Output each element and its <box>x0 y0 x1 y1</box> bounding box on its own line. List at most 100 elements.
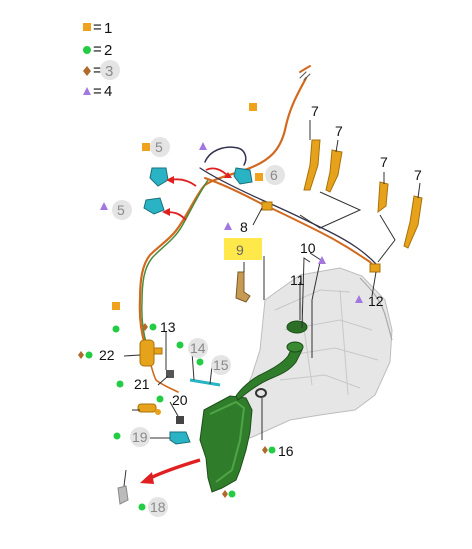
grey-badges <box>112 137 285 517</box>
callout-badge <box>188 338 208 358</box>
symbol-markers <box>78 103 363 511</box>
legend-eq: = <box>93 83 102 100</box>
callout-12: 12 <box>368 293 384 309</box>
pump-19 <box>169 431 191 445</box>
square-marker <box>255 173 263 181</box>
harness-branch-right <box>204 177 379 271</box>
pump-5-upper <box>149 167 169 187</box>
seal-ring <box>255 388 267 398</box>
pump-5-lower <box>143 197 165 215</box>
callout-9: 9 <box>236 242 244 258</box>
callout-15: 15 <box>213 357 229 373</box>
circle-marker <box>196 358 204 366</box>
arrow-red-large <box>145 458 201 482</box>
circle-marker <box>112 325 120 333</box>
filler-neck-top <box>286 341 304 353</box>
arrow-red-upper-head <box>166 176 174 184</box>
harness-green-wire <box>141 179 209 347</box>
harness-split-mark <box>299 71 311 81</box>
triangle-marker <box>224 222 232 230</box>
square-marker <box>249 103 257 111</box>
diamond-marker <box>222 490 228 498</box>
circle-marker <box>156 395 164 403</box>
arrow-red-right <box>205 167 229 177</box>
diamond-marker <box>262 446 268 454</box>
square-marker <box>112 302 120 310</box>
callout-14: 14 <box>190 340 206 356</box>
callout-20: 20 <box>172 392 188 408</box>
callout-5-upper: 5 <box>155 139 163 155</box>
arrow-red-large-head <box>140 472 154 484</box>
legend-triangle-icon <box>83 87 91 95</box>
callout-badge <box>211 355 231 375</box>
callout-8: 8 <box>240 219 248 235</box>
legend-diamond-icon <box>83 66 91 76</box>
hose-15 <box>189 378 221 387</box>
circle-marker <box>176 341 184 349</box>
callout-16: 16 <box>278 443 294 459</box>
legend-label-4: 4 <box>104 83 112 100</box>
callout-7b: 7 <box>335 123 343 139</box>
callout-11: 11 <box>290 272 305 288</box>
callout-badge <box>112 200 132 220</box>
callout-19: 19 <box>132 429 148 445</box>
body-panel-edge <box>359 277 393 341</box>
callout-badge <box>130 427 150 447</box>
callout-10: 10 <box>300 240 316 256</box>
pump-22-outlet <box>153 347 163 355</box>
sensor-21-tip <box>155 409 161 415</box>
part-9-bracket <box>235 271 251 303</box>
callout-21: 21 <box>134 376 150 392</box>
diamond-marker <box>142 323 148 331</box>
callout-numbers: 5 6 5 7 7 7 7 8 9 10 11 12 13 14 15 16 1… <box>99 103 422 515</box>
components <box>117 139 423 505</box>
callout-badge <box>150 137 170 157</box>
callout-7d: 7 <box>414 167 422 183</box>
harness-dark-wire <box>199 167 379 267</box>
flow-arrows <box>140 167 232 484</box>
arrow-red-right-head <box>224 172 232 178</box>
harness-branch-top <box>299 65 311 73</box>
legend-circle-icon <box>83 46 91 54</box>
legend-square-icon <box>83 23 91 31</box>
callout-7c: 7 <box>380 154 388 170</box>
callout-18: 18 <box>150 499 166 515</box>
harness-main-wire <box>138 76 308 347</box>
circle-marker <box>113 432 121 440</box>
triangle-marker <box>355 295 363 303</box>
connector-8 <box>261 201 273 211</box>
triangle-marker <box>100 202 108 210</box>
part-13-connector <box>166 370 174 378</box>
legend-label-2: 2 <box>104 42 112 59</box>
circle-marker <box>268 446 276 454</box>
callout-badge <box>148 497 168 517</box>
legend-label-3: 3 <box>105 63 113 80</box>
circle-marker <box>138 503 146 511</box>
connector-12 <box>369 263 381 273</box>
pump-22 <box>139 339 155 367</box>
nozzle-7d <box>403 195 423 249</box>
diamond-marker <box>78 351 84 359</box>
legend-number-badge <box>100 60 120 80</box>
arrow-red-middle-head <box>162 208 170 216</box>
callout-7a: 7 <box>311 103 319 119</box>
legend-eq: = <box>93 62 102 79</box>
legend-label-1: 1 <box>104 20 112 37</box>
harness-top-loop <box>204 146 247 166</box>
nozzle-7c <box>377 181 389 214</box>
nozzle-7a <box>303 139 321 191</box>
legend-eq: = <box>93 41 102 58</box>
body-panel-detail <box>274 289 379 396</box>
callout-6: 6 <box>270 167 278 183</box>
callout-5-lower: 5 <box>117 202 125 218</box>
nozzle-7b <box>325 149 343 193</box>
legend: = 1 = 2 = 3 = 4 <box>83 19 120 100</box>
sensor-21 <box>137 403 157 413</box>
legend-eq: = <box>93 19 102 36</box>
reservoir-shade <box>209 400 246 483</box>
filler-cap <box>286 320 308 334</box>
triangle-marker <box>318 256 326 264</box>
square-marker <box>142 143 150 151</box>
circle-marker <box>116 380 124 388</box>
circle-marker <box>228 490 236 498</box>
